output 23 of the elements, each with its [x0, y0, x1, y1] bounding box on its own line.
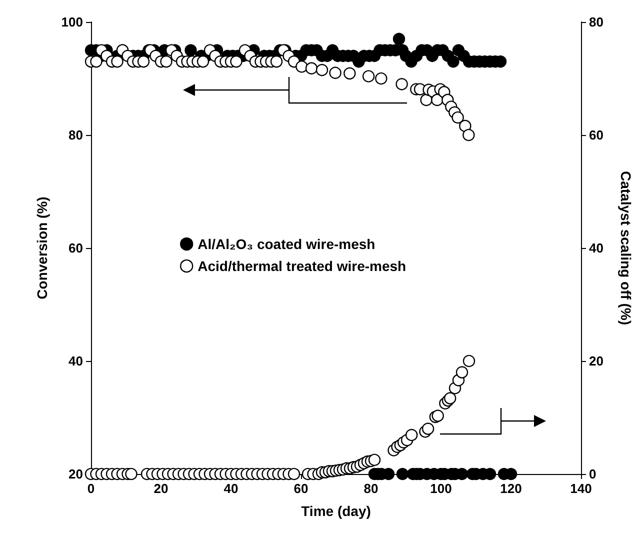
y-tick-label: 80: [68, 128, 83, 142]
y-axis-title: Conversion (%): [34, 196, 50, 300]
y-tick-label: 40: [68, 354, 83, 368]
y2-tick-label: 20: [589, 354, 604, 368]
x-tick-label: 0: [87, 481, 95, 496]
y-tick-label: 100: [61, 14, 83, 30]
x-tick-label: 20: [154, 481, 168, 496]
x-tick-label: 80: [364, 481, 378, 496]
legend-label: Acid/thermal treated wire-mesh: [198, 258, 406, 274]
x-tick-label: 60: [294, 481, 308, 496]
y2-tick-label: 0: [589, 466, 596, 482]
y2-tick-label: 40: [589, 240, 604, 256]
y-tick-label: 20: [68, 466, 83, 482]
legend-label: Al/Al₂O₃ coated wire-mesh: [198, 236, 376, 252]
y2-tick-label: 80: [589, 14, 604, 30]
x-tick-label: 100: [430, 481, 452, 496]
y2-axis-title: Catalyst scaling off (%): [618, 170, 634, 326]
x-tick-label: 40: [224, 481, 238, 496]
y-tick-label: 60: [68, 240, 83, 256]
y2-tick-label: 60: [589, 128, 604, 142]
x-tick-label: 140: [570, 481, 592, 496]
x-axis-title: Time (day): [301, 503, 371, 519]
x-tick-label: 120: [500, 481, 522, 496]
